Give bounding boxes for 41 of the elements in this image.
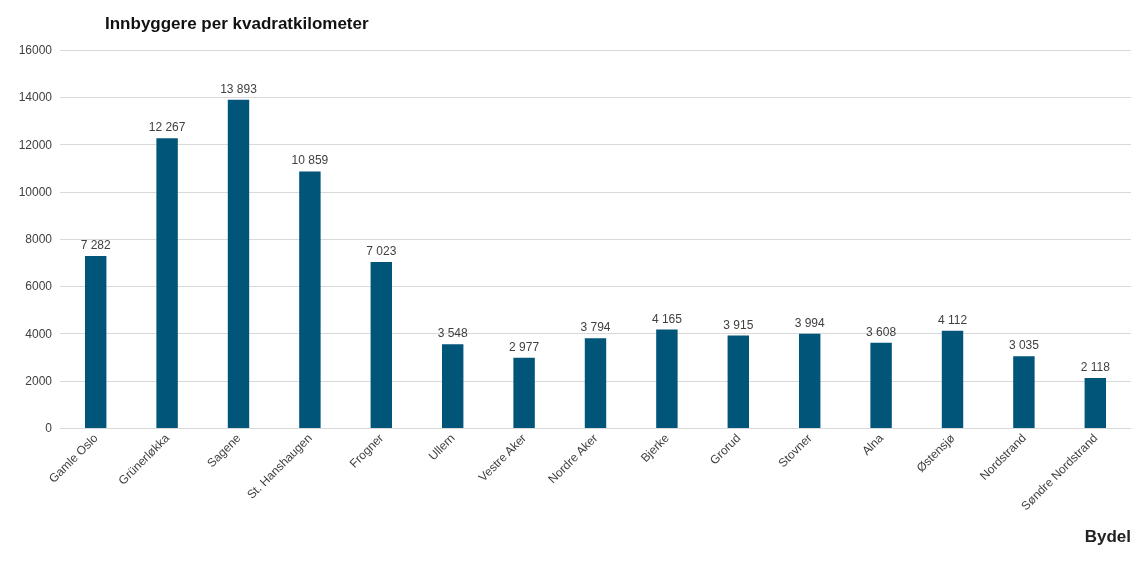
bar bbox=[84, 255, 107, 428]
y-tick-label: 14000 bbox=[18, 90, 53, 105]
data-label: 7 023 bbox=[366, 244, 397, 259]
y-tick-label: 6000 bbox=[25, 279, 53, 294]
chart-title: Innbyggere per kvadratkilometer bbox=[105, 14, 369, 33]
bar bbox=[1084, 377, 1107, 428]
data-label: 13 893 bbox=[220, 81, 258, 96]
y-tick-label: 2000 bbox=[25, 373, 53, 388]
data-label: 2 977 bbox=[509, 339, 540, 354]
data-label: 12 267 bbox=[148, 120, 186, 135]
bar bbox=[370, 262, 393, 428]
data-label: 3 548 bbox=[437, 326, 469, 341]
x-axis-title: Bydel bbox=[1084, 527, 1131, 546]
bar bbox=[156, 138, 178, 428]
bar bbox=[941, 330, 964, 428]
y-tick-label: 4000 bbox=[25, 326, 53, 341]
data-label: 4 165 bbox=[651, 311, 683, 326]
bar bbox=[798, 333, 821, 428]
y-tick-label: 10000 bbox=[18, 184, 53, 199]
y-tick-label: 12000 bbox=[18, 137, 53, 152]
bar bbox=[727, 335, 750, 428]
bar bbox=[441, 344, 464, 428]
data-label: 3 794 bbox=[580, 320, 611, 335]
data-label: 7 282 bbox=[80, 237, 112, 252]
data-label: 3 994 bbox=[794, 315, 826, 330]
bar bbox=[1013, 356, 1035, 428]
bar bbox=[870, 342, 892, 428]
y-tick-label: 16000 bbox=[18, 43, 53, 57]
bar bbox=[227, 99, 250, 428]
data-label: 3 035 bbox=[1008, 338, 1040, 353]
bar bbox=[584, 338, 607, 428]
data-label: 2 118 bbox=[1080, 359, 1111, 374]
y-tick-label: 0 bbox=[45, 421, 53, 435]
data-label: 4 112 bbox=[937, 312, 968, 327]
data-label: 3 915 bbox=[723, 317, 754, 332]
bar bbox=[513, 357, 535, 428]
bar bbox=[656, 329, 678, 428]
bar bbox=[299, 171, 321, 428]
data-label: 10 859 bbox=[291, 153, 329, 168]
y-tick-label: 8000 bbox=[25, 232, 53, 246]
data-label: 3 608 bbox=[866, 324, 897, 339]
